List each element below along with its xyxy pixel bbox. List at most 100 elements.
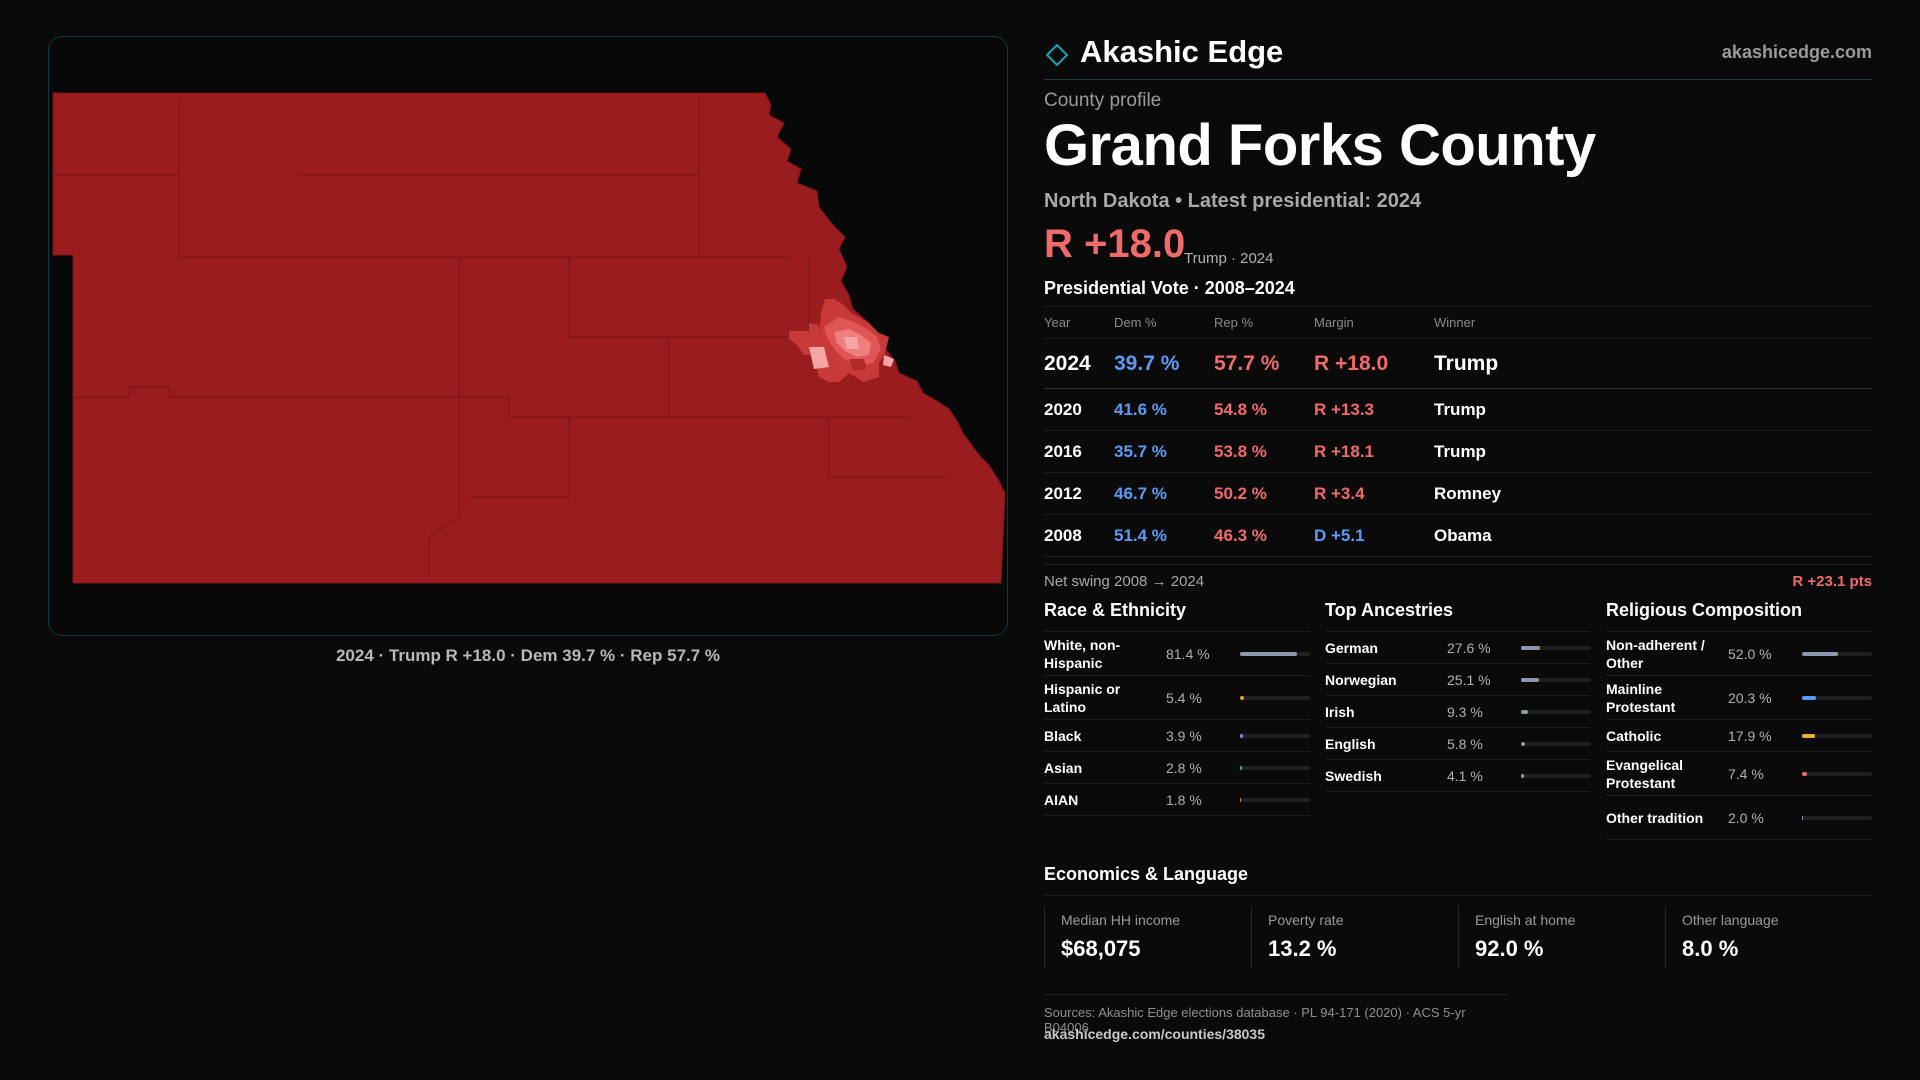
vote-cell-winner: Trump (1434, 441, 1486, 461)
religion-bar-fill (1802, 815, 1804, 820)
religion-value: 17.9 % (1728, 727, 1772, 744)
ancestry-row: English 5.8 % (1325, 728, 1591, 760)
ancestry-label: German (1325, 639, 1378, 656)
vote-cell-dem: 39.7 % (1114, 351, 1180, 375)
race-label: Black (1044, 727, 1082, 744)
header-year: Year (1044, 315, 1071, 330)
ancestry-row: German 27.6 % (1325, 632, 1591, 664)
ancestry-value: 25.1 % (1447, 671, 1491, 688)
vote-cell-rep: 50.2 % (1214, 483, 1267, 503)
vote-cell-margin: R +18.1 (1314, 441, 1375, 461)
brand-name: Akashic Edge (1080, 34, 1284, 69)
religion-label: Mainline Protestant (1606, 680, 1676, 715)
religion-section: Religious Composition Non-adherent / Oth… (1606, 600, 1872, 840)
race-label: Asian (1044, 759, 1083, 776)
race-row: Hispanic or Latino 5.4 % (1044, 676, 1310, 720)
vote-cell-dem: 51.4 % (1114, 525, 1167, 545)
religion-label: Evangelical Protestant (1606, 756, 1684, 791)
brand-header: Akashic Edge akashicedge.com (1044, 30, 1872, 80)
header-dem: Dem % (1114, 315, 1157, 330)
vote-row: 2024 39.7 % 57.7 % R +18.0 Trump (1044, 339, 1872, 389)
header-rep: Rep % (1214, 315, 1254, 330)
religion-row: Non-adherent / Other 52.0 % (1606, 632, 1872, 676)
religion-bar (1802, 815, 1872, 820)
race-bar (1240, 733, 1310, 738)
religion-row: Other tradition 2.0 % (1606, 796, 1872, 840)
ancestry-bar (1521, 677, 1591, 682)
brand-url-link[interactable]: akashicedge.com (1721, 42, 1872, 62)
ancestry-row: Norwegian 25.1 % (1325, 664, 1591, 696)
race-value: 2.8 % (1166, 759, 1202, 776)
vote-cell-dem: 46.7 % (1114, 483, 1167, 503)
header-winner: Winner (1434, 315, 1476, 330)
ancestry-label: Norwegian (1325, 671, 1397, 688)
religion-label: Other tradition (1606, 809, 1704, 826)
religion-bar-fill (1802, 695, 1817, 700)
county-map-svg (52, 92, 1006, 584)
page-title: Grand Forks County (1044, 113, 1596, 178)
vote-cell-year: 2012 (1044, 483, 1082, 503)
vote-cell-rep: 53.8 % (1214, 441, 1267, 461)
ancestry-row: Irish 9.3 % (1325, 696, 1591, 728)
vote-cell-rep: 46.3 % (1214, 525, 1267, 545)
ancestry-label: Irish (1325, 703, 1355, 720)
ancestry-label: English (1325, 735, 1376, 752)
religion-bar-fill (1802, 651, 1839, 656)
religion-bar (1802, 733, 1872, 738)
vote-row: 2008 51.4 % 46.3 % D +5.1 Obama (1044, 515, 1872, 557)
race-value: 81.4 % (1166, 645, 1210, 662)
race-bar-fill (1240, 733, 1243, 738)
econ-value: 8.0 % (1682, 936, 1739, 961)
religion-row: Mainline Protestant 20.3 % (1606, 676, 1872, 720)
vote-table: Year Dem % Rep % Margin Winner 2024 39.7 … (1044, 306, 1872, 557)
econ-label: Median HH income (1061, 912, 1181, 928)
religion-bar (1802, 651, 1872, 656)
ancestry-bar-fill (1521, 741, 1526, 746)
ancestry-bar (1521, 709, 1591, 714)
econ-value: $68,075 (1061, 936, 1141, 961)
urban-area (789, 299, 894, 382)
ancestry-value: 9.3 % (1447, 703, 1483, 720)
econ-value: 13.2 % (1268, 936, 1337, 961)
ancestry-bar (1521, 741, 1591, 746)
race-bar (1240, 797, 1310, 802)
ancestry-section: Top Ancestries German 27.6 % Norwegian 25.1… (1325, 600, 1591, 792)
ancestry-bar-fill (1521, 645, 1541, 650)
religion-row: Evangelical Protestant 7.4 % (1606, 752, 1872, 796)
vote-cell-dem: 41.6 % (1114, 399, 1167, 419)
religion-value: 20.3 % (1728, 689, 1772, 706)
county-map[interactable] (48, 36, 1008, 636)
vote-cell-winner: Trump (1434, 399, 1486, 419)
race-row: AIAN 1.8 % (1044, 784, 1310, 816)
race-bar-fill (1240, 765, 1242, 770)
page-subtitle: North Dakota • Latest presidential: 2024 (1044, 190, 1422, 212)
race-value: 3.9 % (1166, 727, 1202, 744)
ancestry-label: Swedish (1325, 767, 1382, 784)
race-bar-fill (1240, 651, 1297, 656)
religion-value: 2.0 % (1728, 809, 1764, 826)
race-bar (1240, 765, 1310, 770)
religion-title: Religious Composition (1606, 600, 1872, 632)
latest-margin-note: Trump · 2024 (1184, 250, 1274, 267)
religion-row: Catholic 17.9 % (1606, 720, 1872, 752)
vote-cell-rep: 57.7 % (1214, 351, 1280, 375)
race-bar-fill (1240, 797, 1242, 802)
ancestry-value: 27.6 % (1447, 639, 1491, 656)
ancestry-bar-fill (1521, 773, 1524, 778)
source-url-link[interactable]: akashicedge.com/counties/38035 (1044, 1026, 1265, 1042)
vote-cell-margin: R +3.4 (1314, 483, 1365, 503)
religion-bar (1802, 771, 1872, 776)
econ-cell: Median HH income $68,075 (1044, 906, 1251, 968)
econ-grid: Median HH income $68,075 Poverty rate 13.2 … (1044, 906, 1872, 968)
religion-value: 52.0 % (1728, 645, 1772, 662)
net-swing: Net swing 2008 → 2024 R +23.1 pts (1044, 564, 1872, 590)
econ-label: English at home (1475, 912, 1576, 928)
vote-row: 2016 35.7 % 53.8 % R +18.1 Trump (1044, 431, 1872, 473)
race-bar-fill (1240, 695, 1244, 700)
ancestry-bar (1521, 773, 1591, 778)
ancestry-bar-fill (1521, 709, 1528, 714)
vote-cell-rep: 54.8 % (1214, 399, 1267, 419)
race-value: 1.8 % (1166, 791, 1202, 808)
religion-label: Catholic (1606, 727, 1662, 744)
econ-label: Other language (1682, 912, 1779, 928)
